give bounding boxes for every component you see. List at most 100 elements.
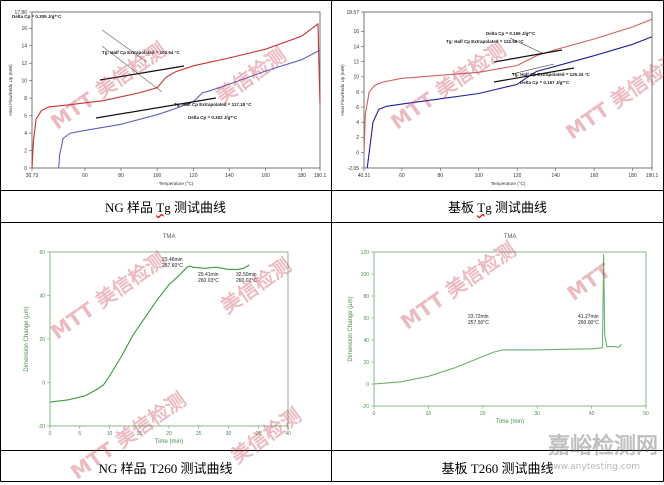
x-tick-label: 190.1 [646,173,659,179]
y-axis-label: Heat Flow/Endo Up (mW) [8,64,13,116]
y-tick-label: 60 [39,250,45,256]
annotation-label: Delta Cp = 0.302 J/g*°C [188,115,238,120]
annotation-label: Tg: Half Cp Extrapolated = 117.18 °C [174,102,252,107]
annotation-label: 32.50min [236,272,257,278]
caption-substrate-tg-term: Tg [477,200,492,215]
x-tick-label: 120 [513,173,522,179]
chart-ng-t260: TMA 0 5 10 15 20 25 30 35 40 -20 0 20 40 60 Time (min) D… [2,224,329,448]
x-tick-label: 40 [589,411,595,417]
chart-background [334,224,661,448]
plot-frame [363,11,653,169]
caption-ng-tg-term: Tg [156,200,171,215]
annotation-label: 257.50°C [468,320,489,326]
y-tick-label: 16 [353,29,359,35]
tangent-line [99,65,185,81]
x-tick-label: 160 [261,173,270,179]
caption-substrate-t260: 基板 T260 测试曲线 [441,461,554,476]
x-tick-label: 190.1 [314,173,327,179]
chart-substrate-t260: TMA 0 10 20 30 40 50 -20 0 20 40 60 80 100 120 Time (mi… [334,224,661,448]
y-tick-label: 12 [353,60,359,66]
caption-ng-tg-prefix: NG 样品 [105,200,157,215]
caption-substrate-tg: 基板 Tg 测试曲线 [332,197,663,216]
y-tick-label: 0 [366,382,369,388]
y-tick-label: 6 [24,113,27,119]
series-line [373,254,622,385]
annotation-label: 23.46min [162,257,183,263]
site-logo: 嘉峪检测网 [547,434,658,459]
chart-title: TMA [504,234,517,240]
annotation-label: 41.27min [578,314,599,320]
annotation-label: Delta Cp = 0.167 J/g*°C [520,80,570,85]
annotation-label: Delta Cp = 0.156 J/g*°C [486,31,536,36]
plot-frame [373,251,647,407]
y-tick-label: 4 [24,131,27,137]
y-tick-label: 6 [356,105,359,111]
chart-substrate-tg: 40.31 60 80 100 120 140 160 180 190.1 -2.05 0 2 4 6 8 1… [334,2,661,188]
y-tick-label: 20 [363,360,369,366]
x-axis-label: Temperature (°C) [491,181,526,186]
series-line [366,36,653,169]
x-tick-label: 160 [590,173,599,179]
y-tick-label: 18.57 [346,10,359,16]
x-tick-label: 30 [534,411,540,417]
y-tick-label: 8 [356,90,359,96]
x-tick-label: 20 [480,411,486,417]
y-tick-label: 10 [21,78,27,84]
x-tick-label: 40 [285,431,291,437]
x-axis-label: Time (min) [496,419,524,425]
y-tick-label: 100 [361,272,370,278]
series-line [31,22,321,169]
x-tick-label: 10 [107,431,113,437]
leader-line [101,45,163,93]
x-tick-label: 180 [298,173,307,179]
annotation-label: 260.03°C [198,278,219,284]
tangent-line [493,49,563,63]
annotation-label: 260.00°C [578,320,599,326]
y-tick-label: 80 [363,294,369,300]
leader-line [509,37,545,55]
y-axis-label: Heat Flow/Endo Up (mW) [340,64,345,116]
tangent-line [493,67,575,83]
x-tick-label: 30.73 [26,173,39,179]
series-line [49,264,250,403]
x-tick-label: 50 [643,411,649,417]
y-tick-label: 0 [42,380,45,386]
x-tick-label: 80 [118,173,124,179]
y-tick-label: 40 [39,293,45,299]
series-line [58,49,321,169]
annotation-label: Tg: Half Cp Extrapolated = 125.34 °C [512,72,590,77]
x-tick-label: 0 [373,411,376,417]
x-tick-label: 15 [136,431,142,437]
y-tick-label: 14 [353,44,359,50]
x-tick-label: 5 [78,431,81,437]
x-axis-label: Temperature (°C) [159,181,194,186]
x-tick-label: 140 [225,173,234,179]
y-axis-label: Dimension Change (µm) [348,296,354,361]
y-tick-label: 8 [24,96,27,102]
y-axis-label: Dimension Change (µm) [24,306,30,371]
x-tick-label: 35 [255,431,261,437]
y-tick-label: 60 [363,316,369,322]
x-tick-label: 80 [438,173,444,179]
annotation-label: Delta Cp = 0.305 J/g*°C [12,14,62,19]
y-tick-label: 0 [356,150,359,156]
caption-ng-tg: NG 样品 Tg 测试曲线 [0,197,331,216]
caption-substrate-tg-prefix: 基板 [448,200,478,215]
x-tick-label: 100 [153,173,162,179]
y-tick-label: 12 [21,61,27,67]
x-tick-label: 120 [189,173,198,179]
caption-substrate-tg-suffix: 测试曲线 [491,200,547,215]
x-tick-label: 60 [82,173,88,179]
y-tick-label: 4 [356,120,359,126]
x-tick-label: 25 [196,431,202,437]
y-tick-label: 2 [24,148,27,154]
y-tick-label: 2 [356,135,359,141]
tangent-line [95,97,217,119]
y-tick-label: 16 [21,26,27,32]
annotation-label: 23.72min [468,314,489,320]
x-axis-label: Time (min) [155,439,183,445]
y-tick-label: -2.05 [348,166,360,172]
x-tick-label: 100 [475,173,484,179]
annotation-label: Tg: Half Cp Extrapolated = 122.56 °C [446,39,524,44]
annotation-label: 29.41min [198,272,219,278]
